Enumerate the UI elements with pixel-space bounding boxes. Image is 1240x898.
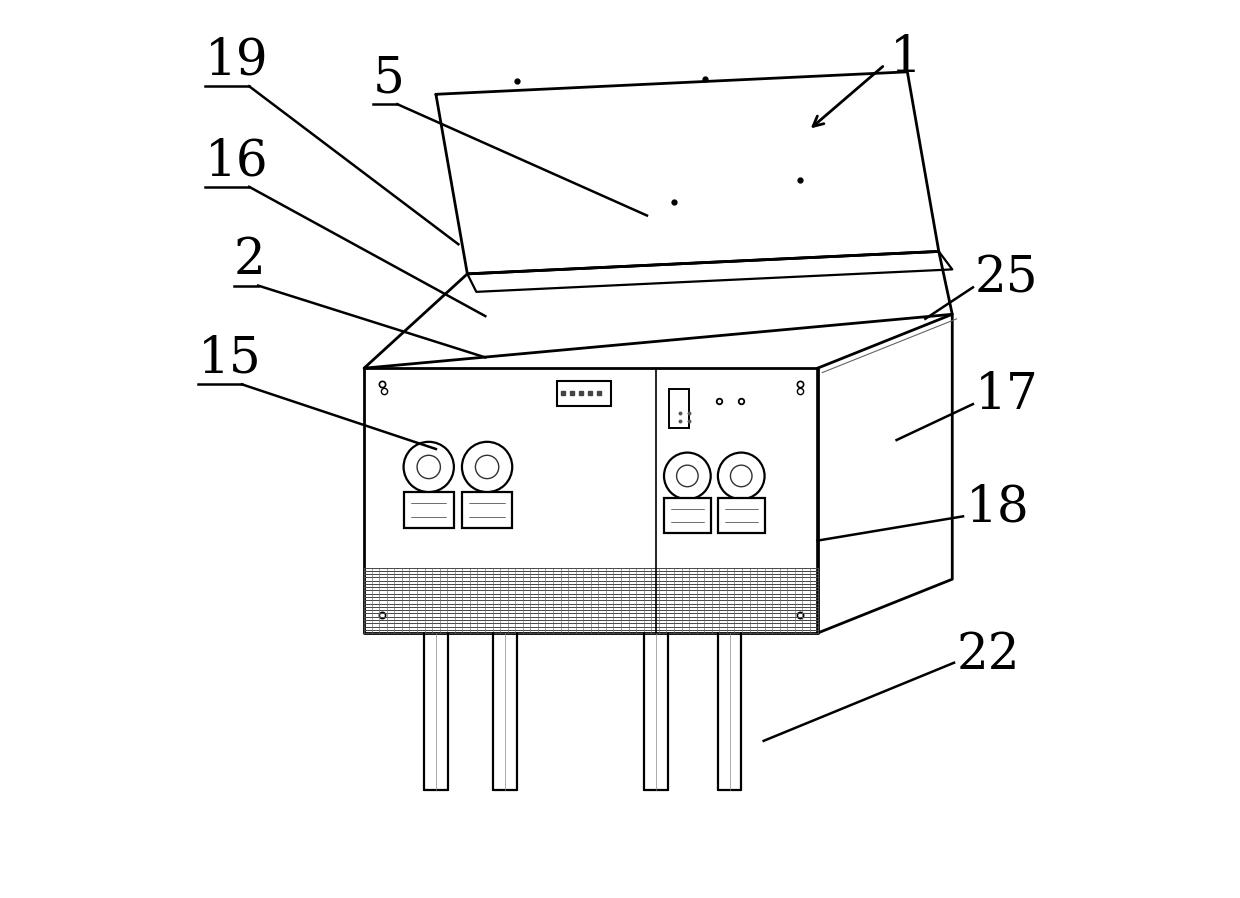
Bar [670,389,689,428]
Text: 18: 18 [966,482,1029,533]
Text: 15: 15 [198,334,262,384]
Text: 19: 19 [205,36,269,86]
Text: 17: 17 [975,370,1038,420]
Bar [403,492,454,528]
Bar [718,498,765,533]
Text: 2: 2 [234,235,265,286]
Bar [463,492,512,528]
Text: 22: 22 [957,630,1021,681]
Bar [557,381,611,406]
Text: 16: 16 [205,136,269,187]
Bar [663,498,711,533]
Text: 5: 5 [373,54,405,104]
Text: 1: 1 [889,33,921,84]
Text: 25: 25 [975,253,1038,304]
